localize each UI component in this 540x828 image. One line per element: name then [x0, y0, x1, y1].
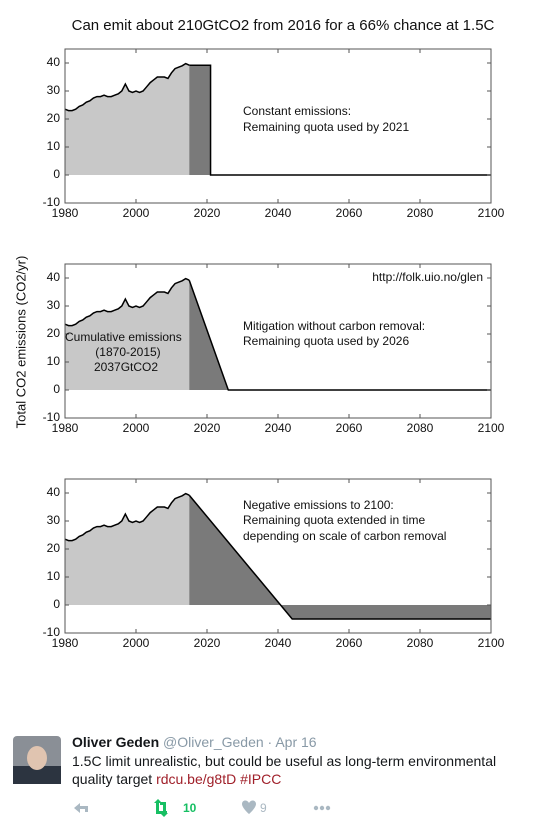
x-tick-label: 2040: [265, 421, 292, 435]
x-tick-label: 2000: [123, 636, 150, 650]
x-tick-label: 2080: [407, 421, 434, 435]
annotation: Remaining quota extended in time: [243, 513, 425, 527]
more-icon[interactable]: [319, 805, 325, 811]
y-tick-label: 10: [47, 354, 61, 368]
author-name[interactable]: Oliver Geden: [72, 734, 160, 750]
y-tick-label: 10: [47, 569, 61, 583]
annotation: http://folk.uio.no/glen: [372, 270, 483, 284]
x-tick-label: 2100: [478, 636, 505, 650]
history-area: [65, 278, 190, 390]
separator: ·: [267, 734, 273, 750]
more-icon[interactable]: [313, 805, 319, 811]
annotation: depending on scale of carbon removal: [243, 529, 446, 543]
actions: 10 9: [74, 799, 331, 817]
x-tick-label: 2060: [336, 421, 363, 435]
scenario-area: [189, 280, 491, 390]
y-tick-label: 10: [47, 139, 61, 153]
annotation: Constant emissions:: [243, 104, 351, 118]
y-tick-label: 40: [47, 270, 61, 284]
x-tick-label: 2100: [478, 206, 505, 220]
annotation: Remaining quota used by 2021: [243, 120, 409, 134]
retweet-count: 10: [183, 801, 197, 815]
history-area: [65, 493, 190, 605]
figure-title: Can emit about 210GtCO2 from 2016 for a …: [72, 17, 495, 34]
y-tick-label: -10: [43, 195, 61, 209]
y-tick-label: 0: [53, 167, 60, 181]
x-tick-label: 2020: [194, 206, 221, 220]
x-tick-label: 1980: [52, 636, 79, 650]
avatar[interactable]: [13, 736, 61, 784]
annotation: Mitigation without carbon removal:: [243, 319, 425, 333]
link[interactable]: rdcu.be/g8tD: [156, 771, 237, 787]
y-tick-label: 30: [47, 298, 61, 312]
x-tick-label: 2060: [336, 206, 363, 220]
scenario-line: [188, 279, 491, 391]
y-tick-label: 0: [53, 597, 60, 611]
history-line: [64, 277, 190, 327]
scenario-area: [189, 495, 491, 619]
x-tick-label: 2020: [194, 421, 221, 435]
x-tick-label: 2040: [265, 206, 292, 220]
hashtag[interactable]: #IPCC: [240, 771, 282, 787]
y-tick-label: 40: [47, 55, 61, 69]
y-tick-label: 20: [47, 326, 61, 340]
x-tick-label: 2060: [336, 636, 363, 650]
x-tick-label: 2080: [407, 636, 434, 650]
y-tick-label: -10: [43, 410, 61, 424]
date[interactable]: Apr 16: [275, 734, 317, 750]
y-tick-label: 20: [47, 541, 61, 555]
retweet-icon[interactable]: [154, 799, 168, 817]
y-tick-label: 30: [47, 83, 61, 97]
x-tick-label: 2100: [478, 421, 505, 435]
more-icon[interactable]: [325, 805, 331, 811]
y-axis-label: Total CO2 emissions (CO2/yr): [13, 256, 28, 429]
y-tick-label: 30: [47, 513, 61, 527]
figure: Can emit about 210GtCO2 from 2016 for a …: [13, 17, 505, 650]
x-tick-label: 2000: [123, 206, 150, 220]
history-line: [64, 492, 190, 542]
x-tick-label: 2080: [407, 206, 434, 220]
y-tick-label: -10: [43, 625, 61, 639]
scenario-line: [188, 494, 491, 620]
reply-icon[interactable]: [74, 803, 88, 813]
annotation: Cumulative emissions: [65, 330, 182, 344]
x-tick-label: 1980: [52, 206, 79, 220]
x-tick-label: 2040: [265, 636, 292, 650]
x-tick-label: 2020: [194, 636, 221, 650]
annotation: 2037GtCO2: [94, 360, 158, 374]
y-tick-label: 0: [53, 382, 60, 396]
history-area: [65, 63, 190, 176]
y-tick-label: 40: [47, 485, 61, 499]
y-tick-label: 20: [47, 111, 61, 125]
annotation: (1870-2015): [95, 345, 160, 359]
annotation: Remaining quota used by 2026: [243, 334, 409, 348]
x-tick-label: 2000: [123, 421, 150, 435]
handle[interactable]: @Oliver_Geden: [163, 734, 264, 750]
tweet-text: 1.5C limit unrealistic, but could be use…: [72, 753, 497, 787]
x-tick-label: 1980: [52, 421, 79, 435]
annotation: Negative emissions to 2100:: [243, 498, 394, 512]
like-count: 9: [260, 801, 267, 815]
scenario-line: [189, 64, 491, 176]
like-icon[interactable]: [242, 800, 256, 814]
history-line: [64, 62, 190, 112]
